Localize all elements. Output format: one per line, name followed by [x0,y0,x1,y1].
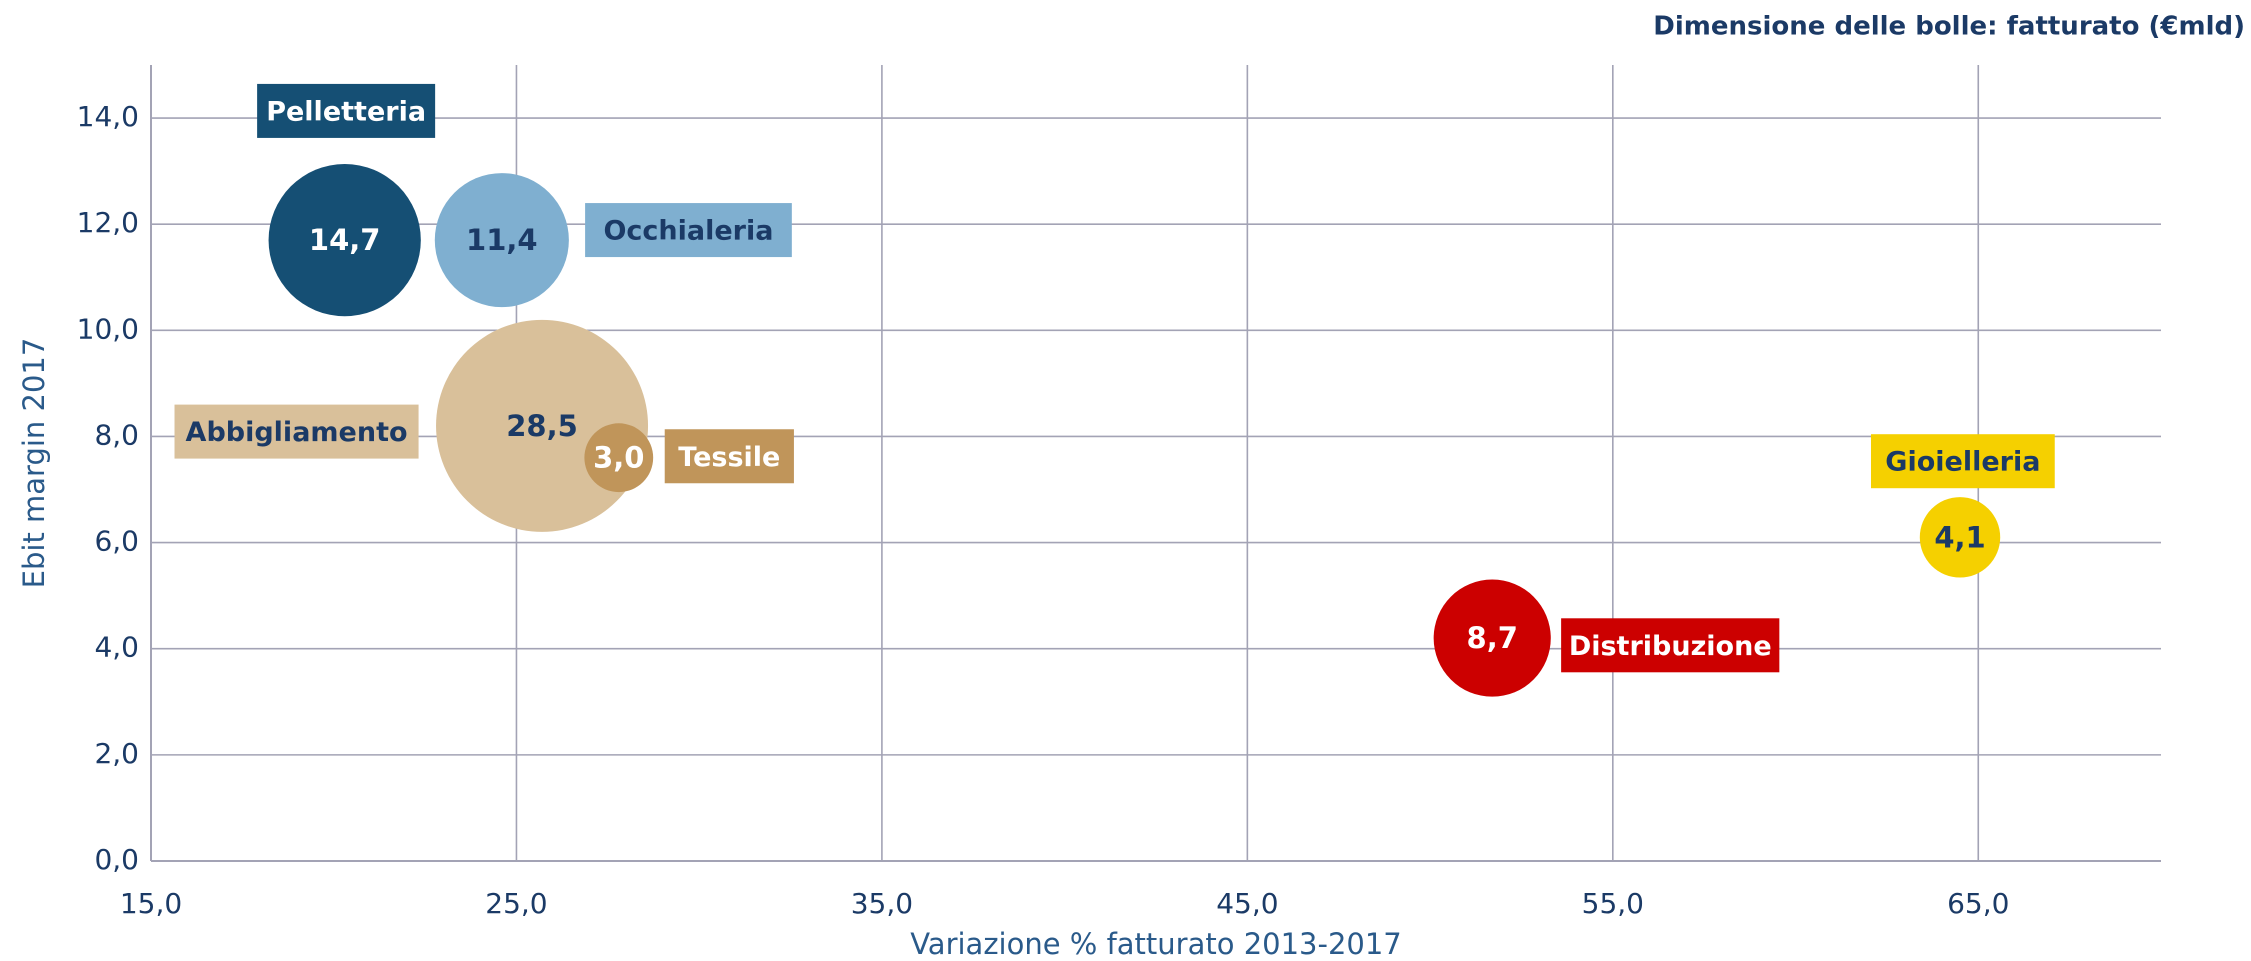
legend-box [1870,434,2055,489]
data-label: 28,5 [506,409,578,443]
data-label: 3,0 [593,441,644,475]
y-tick-label: 4,0 [94,631,139,664]
bubble [434,173,569,308]
y-tick-label: 6,0 [94,525,139,558]
legend-label: Occhialeria [603,216,773,247]
data-label: 11,4 [466,223,538,257]
bubble [1919,497,2001,578]
legend-label: Pelletteria [266,96,426,127]
data-label: 14,7 [309,223,381,257]
x-tick-label: 55,0 [1582,887,1644,920]
x-tick-label: 45,0 [1216,887,1278,920]
y-tick-label: 12,0 [77,206,139,239]
y-tick-label: 0,0 [94,843,139,876]
legend-label: Gioielleria [1885,447,2040,478]
data-label: 4,1 [1934,520,1985,554]
legend-box [1561,618,1780,673]
data-label: 8,7 [1467,621,1518,655]
x-axis-title: Variazione % fatturato 2013-2017 [910,927,1402,961]
legend-box [664,429,794,484]
bubble [268,163,421,317]
legend-label: Tessile [678,442,780,473]
legend-box [257,83,436,138]
chart-title: Dimensione delle bolle: fatturato (€mld) [1653,12,2245,42]
legend-box [174,404,419,459]
x-tick-label: 25,0 [485,887,547,920]
bubble [1433,579,1551,697]
y-tick-label: 8,0 [94,418,139,451]
x-tick-label: 35,0 [851,887,913,920]
y-tick-label: 10,0 [77,312,139,345]
x-tick-label: 65,0 [1947,887,2009,920]
y-tick-label: 14,0 [77,100,139,133]
y-tick-label: 2,0 [94,737,139,770]
legend-label: Distribuzione [1569,631,1772,662]
legend-label: Abbigliamento [186,417,408,448]
x-tick-label: 15,0 [120,887,182,920]
y-axis-title: Ebit margin 2017 [17,338,51,589]
bubble [584,423,654,493]
legend-box [585,203,792,258]
